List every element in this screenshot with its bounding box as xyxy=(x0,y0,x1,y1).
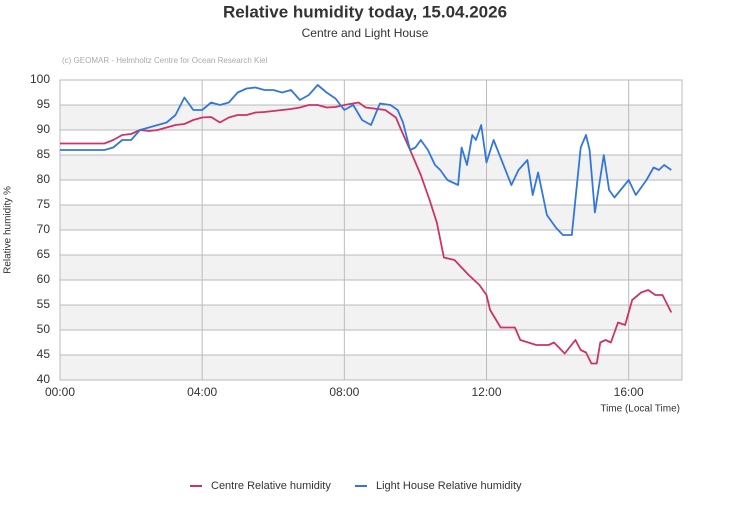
y-tick-label: 90 xyxy=(37,122,51,136)
x-tick-label: 16:00 xyxy=(614,385,644,399)
legend-label: Centre Relative humidity xyxy=(211,480,331,492)
plot-band xyxy=(60,155,682,180)
plot-band xyxy=(60,255,682,280)
legend-label: Light House Relative humidity xyxy=(376,480,522,492)
x-tick-label: 12:00 xyxy=(471,385,501,399)
y-tick-label: 45 xyxy=(37,347,51,361)
plot-band xyxy=(60,355,682,380)
x-tick-label: 00:00 xyxy=(45,385,75,399)
plot-frame xyxy=(59,79,683,381)
y-tick-label: 65 xyxy=(37,247,51,261)
y-tick-label: 95 xyxy=(37,97,51,111)
y-tick-label: 100 xyxy=(30,72,50,86)
y-tick-label: 75 xyxy=(37,197,51,211)
x-tick-label: 04:00 xyxy=(187,385,217,399)
y-tick-label: 80 xyxy=(37,172,51,186)
y-tick-label: 85 xyxy=(37,147,51,161)
y-axis-label: Relative humidity % xyxy=(3,186,14,274)
chart-title: Relative humidity today, 15.04.2026 xyxy=(223,2,507,21)
y-tick-label: 50 xyxy=(37,322,51,336)
y-tick-label: 55 xyxy=(37,297,51,311)
y-tick-label: 40 xyxy=(37,372,51,386)
y-tick-label: 60 xyxy=(37,272,51,286)
plot-band xyxy=(60,305,682,330)
credit: (c) GEOMAR - Helmholtz Centre for Ocean … xyxy=(62,56,268,65)
plot-band xyxy=(60,205,682,230)
x-axis-label: Time (Local Time) xyxy=(600,404,680,415)
y-tick-label: 70 xyxy=(37,222,51,236)
x-tick-label: 08:00 xyxy=(329,385,359,399)
chart-subtitle: Centre and Light House xyxy=(302,26,429,40)
data-line xyxy=(60,84,672,236)
data-line xyxy=(60,101,673,365)
